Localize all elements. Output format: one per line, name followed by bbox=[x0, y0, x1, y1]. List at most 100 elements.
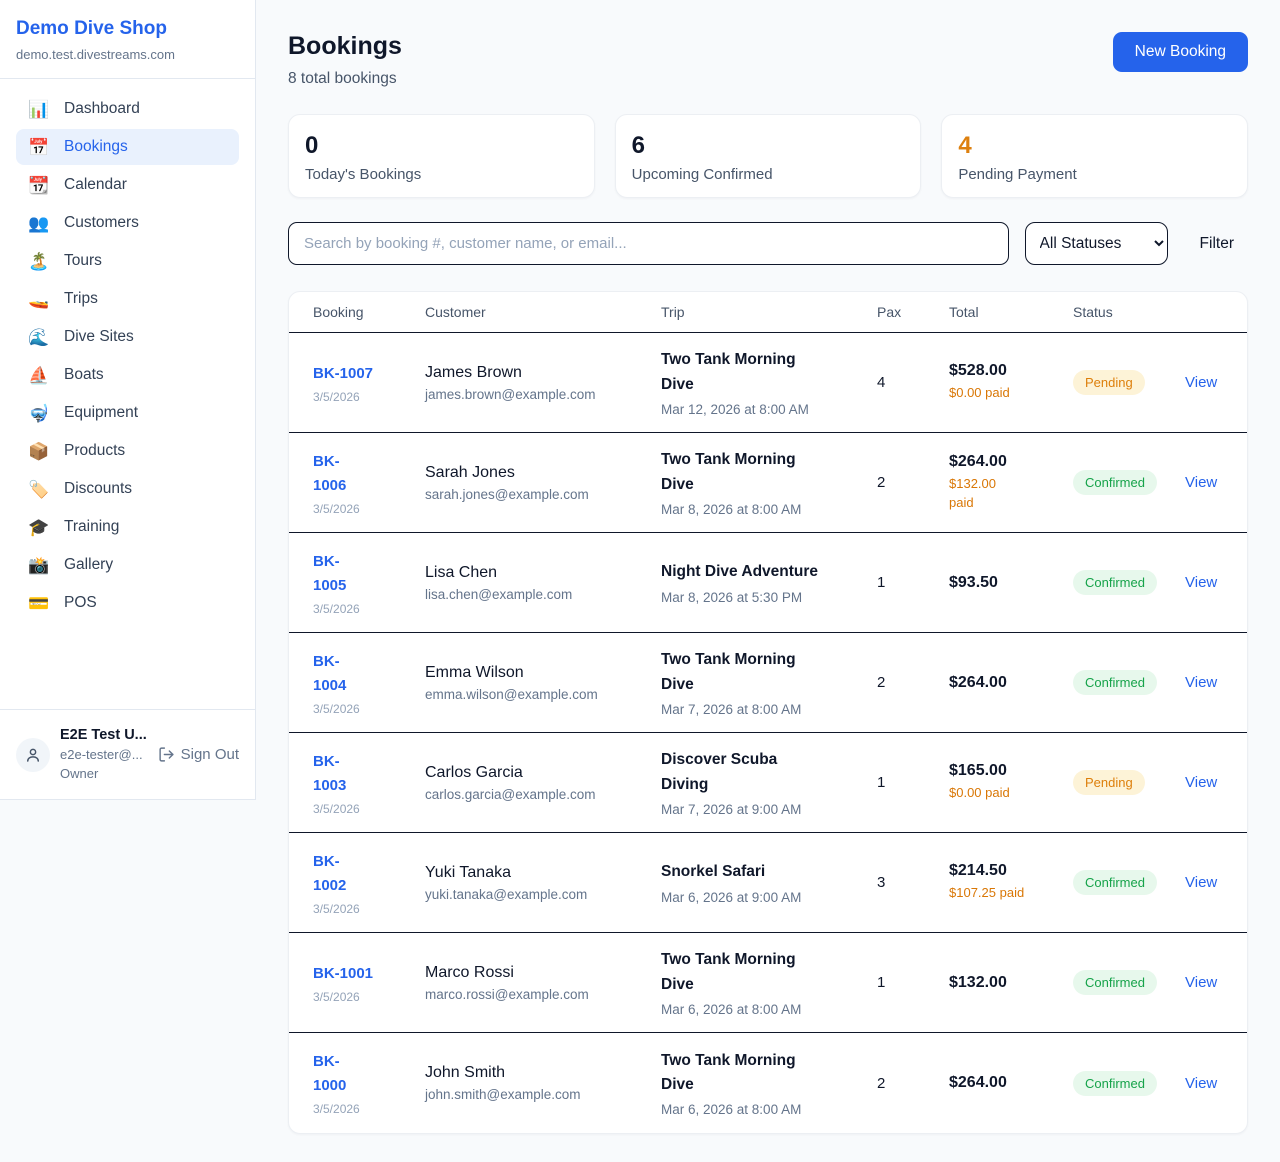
trip-name: Night Dive Adventure bbox=[661, 563, 819, 581]
column-header-trip: Trip bbox=[661, 304, 685, 320]
customer-name: Sarah Jones bbox=[425, 463, 515, 481]
view-link[interactable]: View bbox=[1185, 474, 1218, 491]
trip-datetime: Mar 8, 2026 at 8:00 AM bbox=[661, 501, 802, 517]
sidebar-item-bookings[interactable]: 📅 Bookings bbox=[16, 129, 239, 165]
stat-label: Today's Bookings bbox=[305, 166, 422, 183]
sidebar-item-label: Training bbox=[64, 518, 120, 535]
customer-name: Carlos Garcia bbox=[425, 763, 523, 781]
booking-id-link[interactable]: BK- 1003 bbox=[313, 752, 347, 794]
status-badge: Pending bbox=[1073, 370, 1145, 395]
trip-name: Two Tank Morning Dive bbox=[661, 1051, 796, 1093]
brand-name: Demo Dive Shop bbox=[16, 18, 167, 39]
filter-button[interactable]: Filter bbox=[1199, 234, 1234, 252]
status-badge: Confirmed bbox=[1073, 570, 1157, 595]
booking-id-link[interactable]: BK-1001 bbox=[313, 964, 374, 982]
total-amount: $264.00 bbox=[949, 452, 1007, 470]
sidebar-item-label: Gallery bbox=[64, 556, 114, 573]
sidebar-item-tours[interactable]: 🏝️ Tours bbox=[16, 243, 239, 279]
label-tag-icon: 🏷️ bbox=[28, 479, 50, 499]
booking-id-link[interactable]: BK- 1006 bbox=[313, 452, 347, 494]
table-row: BK- 1003 3/5/2026 Carlos Garcia carlos.g… bbox=[289, 733, 1247, 833]
booking-id-link[interactable]: BK- 1005 bbox=[313, 552, 347, 594]
status-badge: Confirmed bbox=[1073, 1070, 1157, 1096]
column-header-status: Status bbox=[1073, 304, 1113, 320]
sidebar-item-label: Calendar bbox=[64, 176, 127, 193]
sidebar-item-discounts[interactable]: 🏷️ Discounts bbox=[16, 471, 239, 507]
tear-off-calendar-icon: 📆 bbox=[28, 175, 50, 195]
sidebar-item-label: Bookings bbox=[64, 138, 128, 155]
booking-date: 3/5/2026 bbox=[313, 389, 360, 404]
view-link[interactable]: View bbox=[1185, 1074, 1218, 1092]
booking-date: 3/5/2026 bbox=[313, 601, 360, 616]
view-link[interactable]: View bbox=[1185, 874, 1218, 891]
bar-chart-icon: 📊 bbox=[28, 99, 50, 119]
sidebar-item-calendar[interactable]: 📆 Calendar bbox=[16, 167, 239, 203]
new-booking-button[interactable]: New Booking bbox=[1112, 32, 1248, 72]
stat-label: Pending Payment bbox=[958, 166, 1077, 183]
view-link[interactable]: View bbox=[1185, 974, 1218, 991]
trip-name: Two Tank Morning Dive bbox=[661, 351, 796, 393]
sidebar-item-customers[interactable]: 👥 Customers bbox=[16, 205, 239, 241]
avatar bbox=[16, 737, 50, 772]
status-badge: Pending bbox=[1073, 770, 1145, 795]
user-email: e2e-tester@... bbox=[60, 747, 143, 763]
table-row: BK- 1006 3/5/2026 Sarah Jones sarah.jone… bbox=[289, 433, 1247, 533]
camera-flash-icon: 📸 bbox=[28, 555, 50, 575]
paid-amount: $107.25 paid bbox=[949, 885, 1025, 901]
view-link[interactable]: View bbox=[1185, 774, 1218, 791]
booking-id-link[interactable]: BK- 1000 bbox=[313, 1053, 347, 1094]
booking-date: 3/5/2026 bbox=[313, 1102, 360, 1116]
total-amount: $132.00 bbox=[949, 973, 1007, 991]
bookings-table: Booking Customer Trip Pax Total Status B… bbox=[288, 291, 1248, 1134]
sidebar-item-training[interactable]: 🎓 Training bbox=[16, 509, 239, 545]
booking-date: 3/5/2026 bbox=[313, 801, 360, 816]
view-link[interactable]: View bbox=[1185, 674, 1218, 691]
booking-id-link[interactable]: BK-1007 bbox=[313, 364, 374, 382]
customer-name: John Smith bbox=[425, 1064, 506, 1081]
sign-out-label: Sign Out bbox=[180, 746, 239, 764]
sidebar-item-equipment[interactable]: 🤿 Equipment bbox=[16, 395, 239, 431]
stat-cards: 0 Today's Bookings 6 Upcoming Confirmed … bbox=[288, 114, 1248, 198]
status-badge: Confirmed bbox=[1073, 970, 1157, 995]
sign-out-button[interactable]: Sign Out bbox=[158, 746, 239, 763]
filter-row: All Statuses Filter bbox=[288, 222, 1248, 265]
booking-date: 3/5/2026 bbox=[313, 501, 360, 516]
stat-card-pending-payment: 4 Pending Payment bbox=[941, 114, 1248, 198]
user-box: E2E Test U... e2e-tester@... Owner Sign … bbox=[0, 709, 255, 799]
sidebar-item-dashboard[interactable]: 📊 Dashboard bbox=[16, 91, 239, 127]
total-amount: $165.00 bbox=[949, 762, 1007, 780]
table-header: Booking Customer Trip Pax Total Status bbox=[289, 292, 1247, 333]
sidebar-item-pos[interactable]: 💳 POS bbox=[16, 585, 239, 621]
status-badge: Confirmed bbox=[1073, 670, 1157, 695]
status-select[interactable]: All Statuses bbox=[1024, 222, 1168, 265]
sidebar-item-gallery[interactable]: 📸 Gallery bbox=[16, 547, 239, 583]
view-link[interactable]: View bbox=[1185, 374, 1218, 391]
booking-id-link[interactable]: BK- 1004 bbox=[313, 652, 347, 694]
booking-id-link[interactable]: BK- 1002 bbox=[313, 852, 347, 894]
total-amount: $214.50 bbox=[949, 862, 1007, 880]
sidebar-item-trips[interactable]: 🚤 Trips bbox=[16, 281, 239, 317]
page-title: Bookings bbox=[288, 32, 402, 60]
desert-island-icon: 🏝️ bbox=[28, 251, 50, 271]
graduation-cap-icon: 🎓 bbox=[28, 517, 50, 537]
trip-datetime: Mar 6, 2026 at 9:00 AM bbox=[661, 889, 802, 905]
sidebar-item-label: Dashboard bbox=[64, 100, 140, 117]
stat-label: Upcoming Confirmed bbox=[631, 166, 773, 183]
sidebar-item-label: Equipment bbox=[64, 404, 139, 421]
main-content: Bookings 8 total bookings New Booking 0 … bbox=[256, 0, 1280, 1134]
total-amount: $264.00 bbox=[949, 673, 1007, 691]
search-input[interactable] bbox=[288, 222, 1009, 265]
status-badge: Confirmed bbox=[1073, 870, 1157, 895]
sidebar-item-products[interactable]: 📦 Products bbox=[16, 433, 239, 469]
credit-card-icon: 💳 bbox=[28, 593, 50, 613]
sidebar-item-dive-sites[interactable]: 🌊 Dive Sites bbox=[16, 319, 239, 355]
sidebar-item-label: Tours bbox=[64, 252, 102, 269]
sidebar-item-boats[interactable]: ⛵ Boats bbox=[16, 357, 239, 393]
total-amount: $264.00 bbox=[949, 1074, 1007, 1091]
diving-mask-icon: 🤿 bbox=[28, 403, 50, 423]
sidebar-item-label: Discounts bbox=[64, 480, 133, 497]
view-link[interactable]: View bbox=[1185, 574, 1218, 591]
customer-email: lisa.chen@example.com bbox=[425, 586, 573, 602]
sidebar-item-label: POS bbox=[64, 594, 97, 611]
logout-icon bbox=[159, 747, 174, 762]
